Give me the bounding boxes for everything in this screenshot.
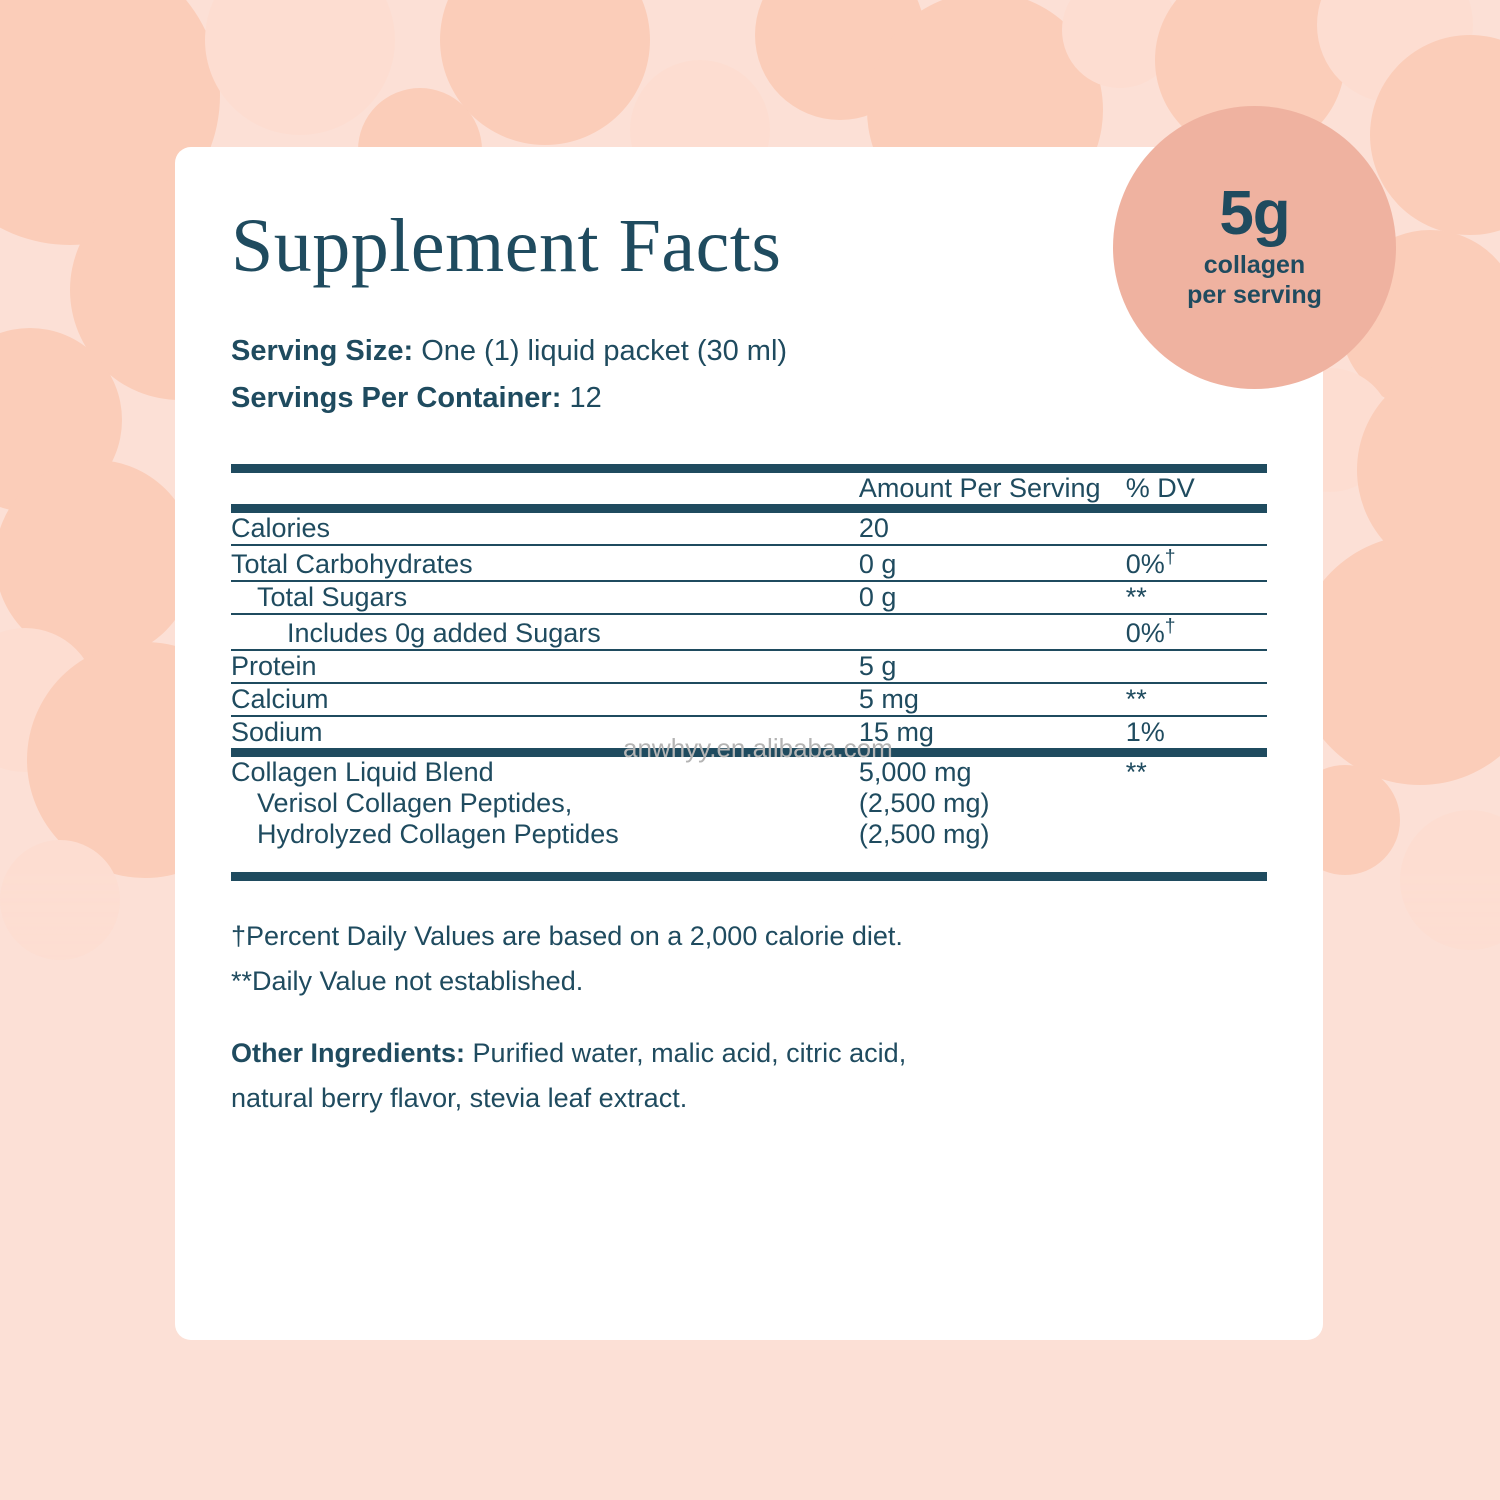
cell-amount-per-serving: 5 mg	[858, 683, 919, 714]
row-separator-rule	[231, 648, 1267, 651]
row-separator-rule-bar	[231, 648, 1267, 651]
row-separator-rule	[231, 543, 1267, 546]
nutrition-facts-table: Amount Per Serving% DV Calories 20 Total Ca…	[231, 463, 1267, 881]
nutrient-row: Calcium 5 mg **	[231, 684, 1267, 715]
table-top-rule-bar	[231, 463, 1267, 473]
nutrient-row: Calories 20	[231, 513, 1267, 544]
cell-amount-per-serving: 5 g	[858, 650, 897, 681]
other-ingredients-label: Other Ingredients:	[231, 1037, 466, 1068]
row-separator-rule-bar	[231, 543, 1267, 546]
servings-per-container-value: 12	[569, 381, 602, 414]
table-bottom-rule	[231, 871, 1267, 881]
page-title: Supplement Facts	[231, 204, 782, 288]
blend-component-row: Verisol Collagen Peptides, (2,500 mg)	[231, 788, 1267, 819]
cell-daily-value: **	[1125, 683, 1147, 714]
cell-amount-per-serving: 0 g	[858, 548, 897, 579]
cell-daily-value: 1%	[1125, 716, 1165, 747]
badge-caption-line-2: per serving	[1187, 280, 1322, 309]
cell-daily-value: **	[1125, 581, 1147, 612]
cell-daily-value	[1126, 513, 1267, 544]
footnotes: †Percent Daily Values are based on a 2,0…	[231, 914, 1267, 1121]
servings-per-container-label: Servings Per Container:	[231, 381, 562, 414]
row-separator-rule	[231, 612, 1267, 615]
other-ingredients-line-2: natural berry flavor, stevia leaf extrac…	[231, 1083, 688, 1114]
column-header-name	[231, 473, 859, 504]
cell-daily-value: **	[1125, 756, 1147, 787]
table-header-rule	[231, 503, 1267, 513]
cell-blend-component-amount: (2,500 mg)	[858, 787, 990, 818]
table-top-rule	[231, 463, 1267, 473]
table-blend-top-rule	[231, 747, 1267, 757]
nutrition-table-body: Amount Per Serving% DV Calories 20 Total Ca…	[231, 463, 1267, 881]
supplement-facts-card: Supplement Facts Serving Size: One (1) l…	[175, 147, 1323, 1340]
table-bottom-rule-bar	[231, 871, 1267, 881]
cell-blend-component-dv	[1126, 819, 1267, 850]
cell-nutrient-name: Total Sugars	[257, 581, 408, 612]
row-separator-rule-bar	[231, 681, 1267, 684]
nutrient-row: Sodium 15 mg 1%	[231, 717, 1267, 748]
row-separator-rule-bar	[231, 612, 1267, 615]
cell-nutrient-name: Calcium	[231, 683, 329, 714]
column-header-dv: % DV	[1125, 472, 1195, 503]
footnote-not-established: **Daily Value not established.	[231, 966, 584, 997]
badge-caption-line-1: collagen	[1203, 251, 1306, 280]
other-ingredients-line-1: Other Ingredients: Purified water, malic…	[231, 1031, 1267, 1076]
table-header-row: Amount Per Serving % DV	[231, 473, 1267, 504]
cell-nutrient-name: Calories	[231, 512, 331, 543]
cell-nutrient-name: Total Carbohydrates	[231, 548, 473, 579]
table-blend-top-rule-bar	[231, 747, 1267, 757]
servings-per-container-line: Servings Per Container: 12	[231, 375, 1267, 422]
row-separator-rule	[231, 579, 1267, 582]
cell-blend-amount: 5,000 mg	[858, 756, 972, 787]
blend-component-row: Hydrolyzed Collagen Peptides (2,500 mg)	[231, 819, 1267, 850]
cell-blend-component-amount: (2,500 mg)	[858, 818, 990, 849]
card-content: Supplement Facts Serving Size: One (1) l…	[231, 147, 1267, 1340]
row-separator-rule-bar	[231, 714, 1267, 717]
nutrient-row: Total Sugars 0 g **	[231, 582, 1267, 613]
cell-daily-value: 0%†	[1125, 545, 1176, 579]
cell-blend-component-name: Hydrolyzed Collagen Peptides	[257, 818, 619, 849]
other-ingredients-value-1: Purified water, malic acid, citric acid,	[472, 1037, 907, 1068]
row-separator-rule	[231, 714, 1267, 717]
cell-nutrient-name: Includes 0g added Sugars	[287, 617, 601, 648]
table-header-rule-bar	[231, 503, 1267, 513]
cell-blend-component-dv	[1126, 788, 1267, 819]
cell-amount-per-serving: 15 mg	[858, 716, 934, 747]
column-header-amount: Amount Per Serving	[858, 472, 1101, 503]
nutrient-row: Total Carbohydrates 0 g 0%†	[231, 546, 1267, 580]
collagen-per-serving-badge: 5g collagen per serving	[1113, 106, 1396, 389]
blend-row: Collagen Liquid Blend 5,000 mg **	[231, 757, 1267, 788]
footnote-daily-value: †Percent Daily Values are based on a 2,0…	[231, 920, 903, 951]
cell-daily-value: 0%†	[1125, 614, 1176, 648]
dagger-marker: †	[1164, 545, 1176, 568]
serving-size-value: One (1) liquid packet (30 ml)	[421, 335, 788, 367]
serving-size-line: Serving Size: One (1) liquid packet (30 …	[231, 328, 1267, 375]
cell-nutrient-name: Protein	[231, 650, 317, 681]
cell-amount-per-serving: 0 g	[858, 581, 897, 612]
badge-caption: collagen per serving	[1187, 251, 1322, 310]
badge-amount: 5g	[1219, 178, 1290, 248]
nutrient-row: Protein 5 g	[231, 651, 1267, 682]
serving-info: Serving Size: One (1) liquid packet (30 …	[231, 328, 1267, 422]
cell-amount-per-serving: 20	[858, 512, 889, 543]
dagger-marker: †	[1164, 614, 1176, 637]
cell-daily-value	[1126, 651, 1267, 682]
row-separator-rule	[231, 681, 1267, 684]
cell-blend-component-name: Verisol Collagen Peptides,	[257, 787, 573, 818]
footnote-spacer	[231, 1005, 1267, 1031]
cell-nutrient-name: Sodium	[231, 716, 323, 747]
cell-blend-name: Collagen Liquid Blend	[231, 756, 494, 787]
serving-size-label: Serving Size:	[231, 335, 414, 367]
cell-amount-per-serving	[859, 615, 1126, 649]
nutrient-row: Includes 0g added Sugars 0%†	[231, 615, 1267, 649]
blend-bottom-spacer	[231, 850, 1267, 872]
row-separator-rule-bar	[231, 579, 1267, 582]
